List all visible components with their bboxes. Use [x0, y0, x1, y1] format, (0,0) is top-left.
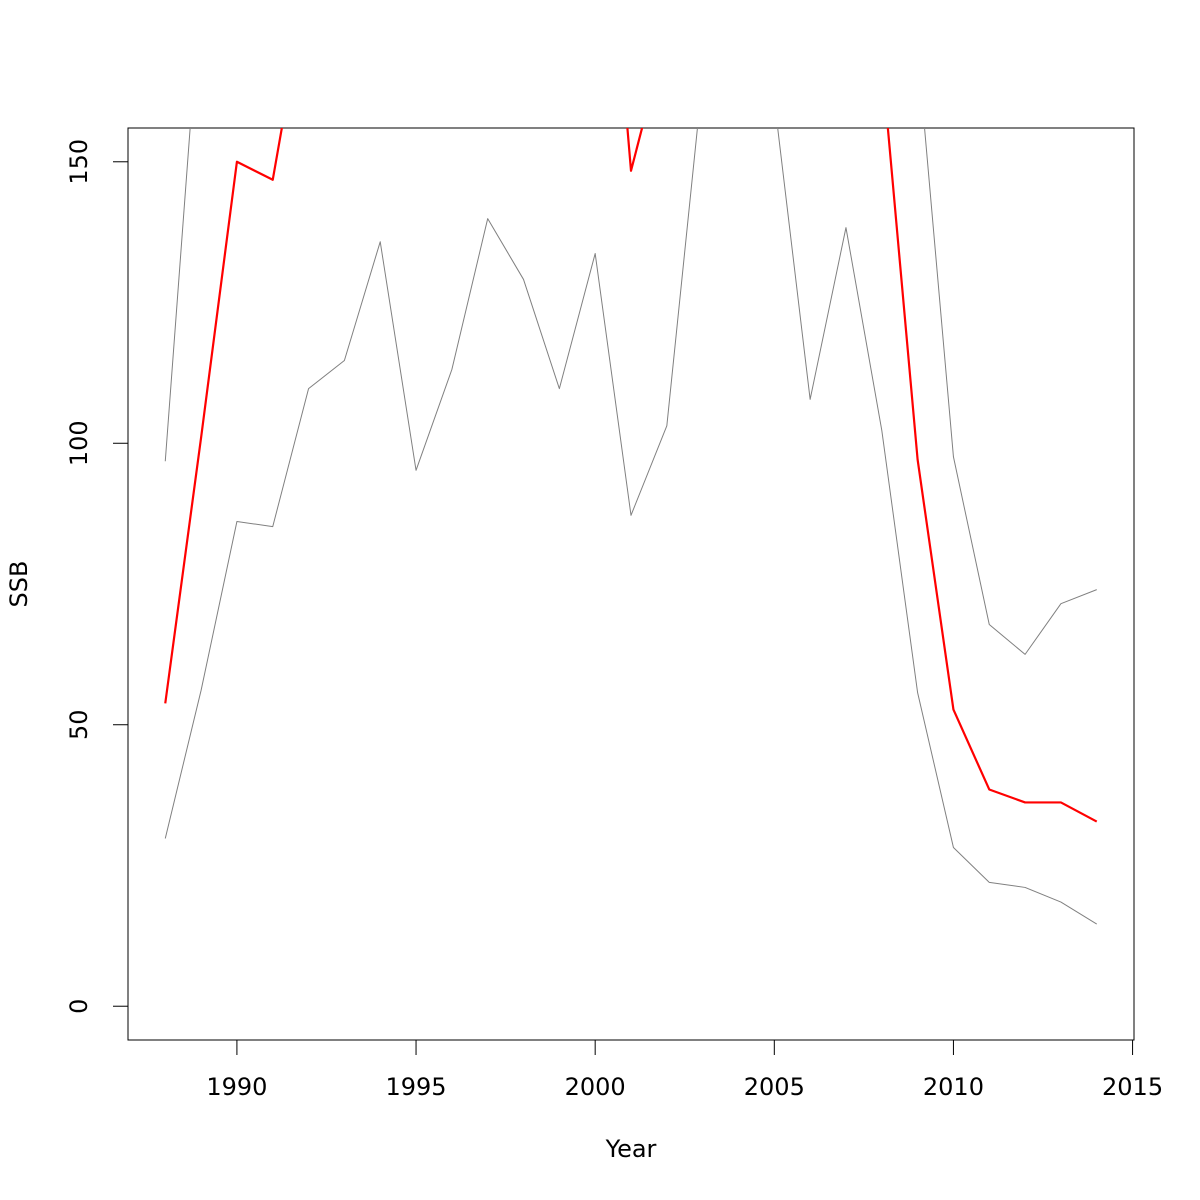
series-line [164, 128, 1098, 925]
plot-frame [127, 127, 1135, 1041]
x-axis-label: Year [605, 1135, 657, 1163]
plot-area [164, 128, 1098, 925]
y-tick-label: 0 [65, 999, 93, 1014]
y-tick-label: 50 [65, 709, 93, 740]
x-tick-label: 2010 [923, 1073, 984, 1101]
series-line [164, 128, 1098, 823]
y-axis-label: SSB [5, 561, 33, 608]
y-tick-label: 100 [65, 420, 93, 466]
x-tick-label: 1995 [386, 1073, 447, 1101]
x-tick-label: 2005 [744, 1073, 805, 1101]
series-line [164, 128, 1097, 655]
x-tick-label: 2015 [1102, 1073, 1163, 1101]
y-tick-label: 150 [65, 139, 93, 185]
x-tick-label: 1990 [206, 1073, 267, 1101]
x-tick-label: 2000 [565, 1073, 626, 1101]
